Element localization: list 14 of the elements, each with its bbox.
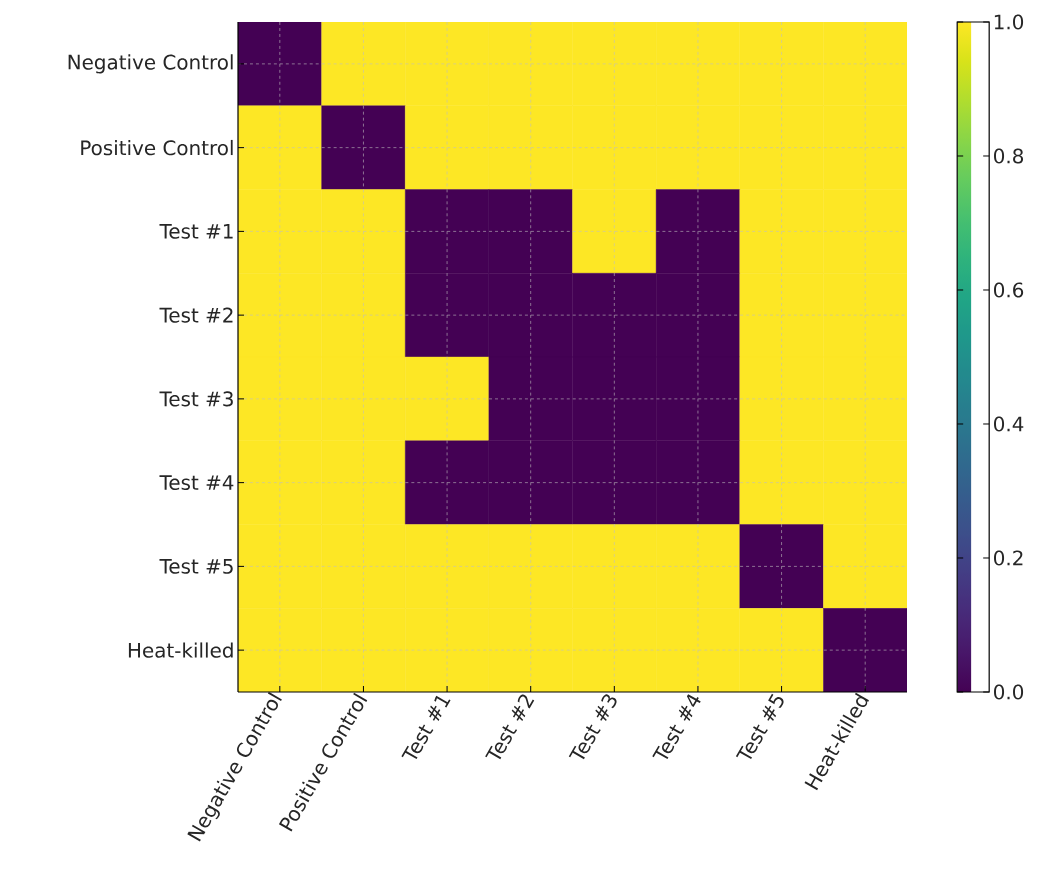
y-tick-label: Test #4 [159,475,234,491]
color-bar-label: 0.6 [994,282,1024,298]
y-tick-label: Test #1 [159,223,233,239]
y-tick-label: Negative Control [68,54,233,74]
y-tick-label: Test #2 [159,307,233,323]
y-tick-label: Heat-killed [128,642,233,658]
color-bar-label: 1.0 [994,14,1024,30]
color-bar-label: 0.2 [994,550,1023,566]
color-bar-label: 0.8 [994,148,1024,164]
color-bar-label: 0.4 [994,416,1024,432]
y-tick-label: Test #3 [159,391,233,407]
color-bar-label: 0.0 [994,684,1024,700]
y-tick-label: Positive Control [81,139,233,156]
y-tick-label: Test #5 [159,558,233,574]
